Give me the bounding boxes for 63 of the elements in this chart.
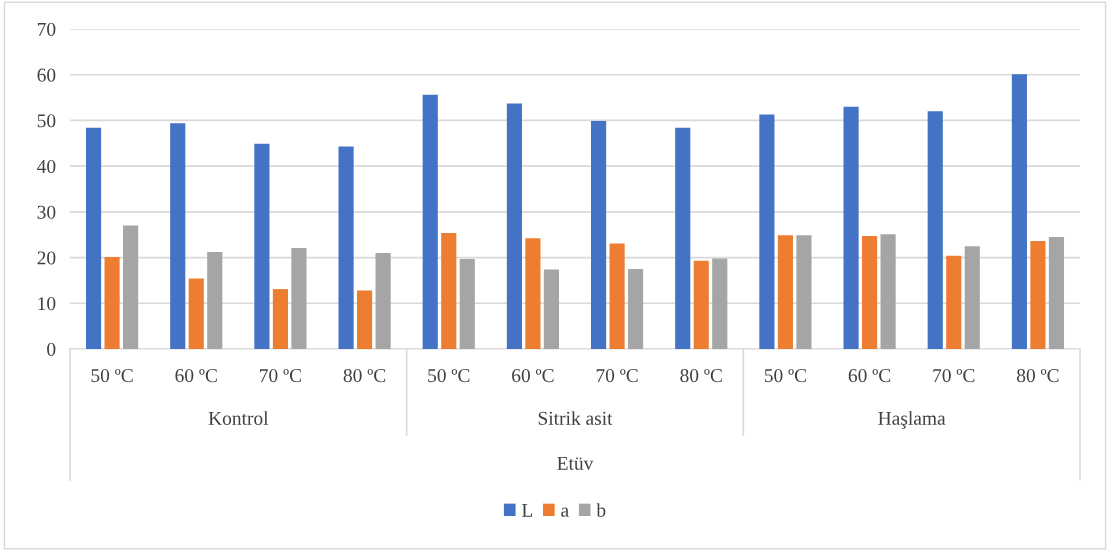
y-tick-label: 70 xyxy=(37,22,56,36)
x-tick-label: 60 ºC xyxy=(512,369,554,383)
bar xyxy=(609,243,625,349)
bar xyxy=(843,106,859,349)
x-tick-label: 60 ºC xyxy=(175,369,217,383)
x-tick-label: 80 ºC xyxy=(343,369,386,383)
bar xyxy=(543,269,560,349)
bar xyxy=(272,289,288,349)
bar xyxy=(338,146,354,349)
bar xyxy=(675,127,691,349)
y-tick-label: 20 xyxy=(37,251,56,265)
bar xyxy=(104,257,120,349)
text: Kontrol xyxy=(208,411,269,425)
bar xyxy=(862,236,878,349)
bar xyxy=(590,120,607,349)
bar xyxy=(927,111,943,349)
text: Haşlama xyxy=(878,411,946,429)
bar xyxy=(422,94,438,349)
x-tick-label: 50 ºC xyxy=(764,369,806,383)
x-axis-title: Etüv xyxy=(557,456,594,470)
bar xyxy=(207,252,223,349)
bar xyxy=(693,260,709,349)
bar xyxy=(85,127,102,349)
y-tick-label: 50 xyxy=(37,114,56,128)
bar xyxy=(291,247,307,349)
legend-label: b xyxy=(596,503,606,517)
bar xyxy=(441,232,457,349)
y-tick-label: 40 xyxy=(37,159,56,174)
bar xyxy=(777,235,793,349)
legend-label: L xyxy=(521,503,533,517)
bar xyxy=(759,114,775,349)
bar xyxy=(375,253,391,349)
bar xyxy=(1048,237,1065,349)
bar xyxy=(712,258,728,349)
bar xyxy=(628,269,644,349)
text: Sitrik asit xyxy=(538,411,613,425)
x-tick-label: 80 ºC xyxy=(1017,369,1059,383)
bar xyxy=(123,225,139,349)
legend-label: a xyxy=(561,507,569,517)
bar xyxy=(525,238,541,349)
x-tick-label: 70 ºC xyxy=(260,369,301,383)
x-tick-label: 80 ºC xyxy=(680,369,722,383)
x-tick-label: 60 ºC xyxy=(848,369,891,383)
x-tick-label: 50 ºC xyxy=(428,369,470,383)
bar xyxy=(254,143,270,349)
x-tick-label: 70 ºC xyxy=(596,369,638,383)
bar xyxy=(357,290,373,349)
y-tick-label: 0 xyxy=(47,342,56,356)
bar xyxy=(796,235,812,349)
bar xyxy=(1011,74,1027,349)
bar xyxy=(506,103,522,349)
bar xyxy=(459,258,475,349)
bar xyxy=(880,234,896,349)
bar xyxy=(946,255,962,349)
y-tick-label: 60 xyxy=(37,68,56,82)
bar xyxy=(188,278,204,349)
x-tick-label: 70 ºC xyxy=(933,369,975,383)
bar xyxy=(1030,241,1046,349)
bar xyxy=(170,123,186,349)
x-tick-label: 50 ºC xyxy=(91,369,133,383)
bar xyxy=(964,246,980,349)
y-tick-label: 30 xyxy=(37,205,56,219)
y-tick-label: 10 xyxy=(38,297,56,311)
